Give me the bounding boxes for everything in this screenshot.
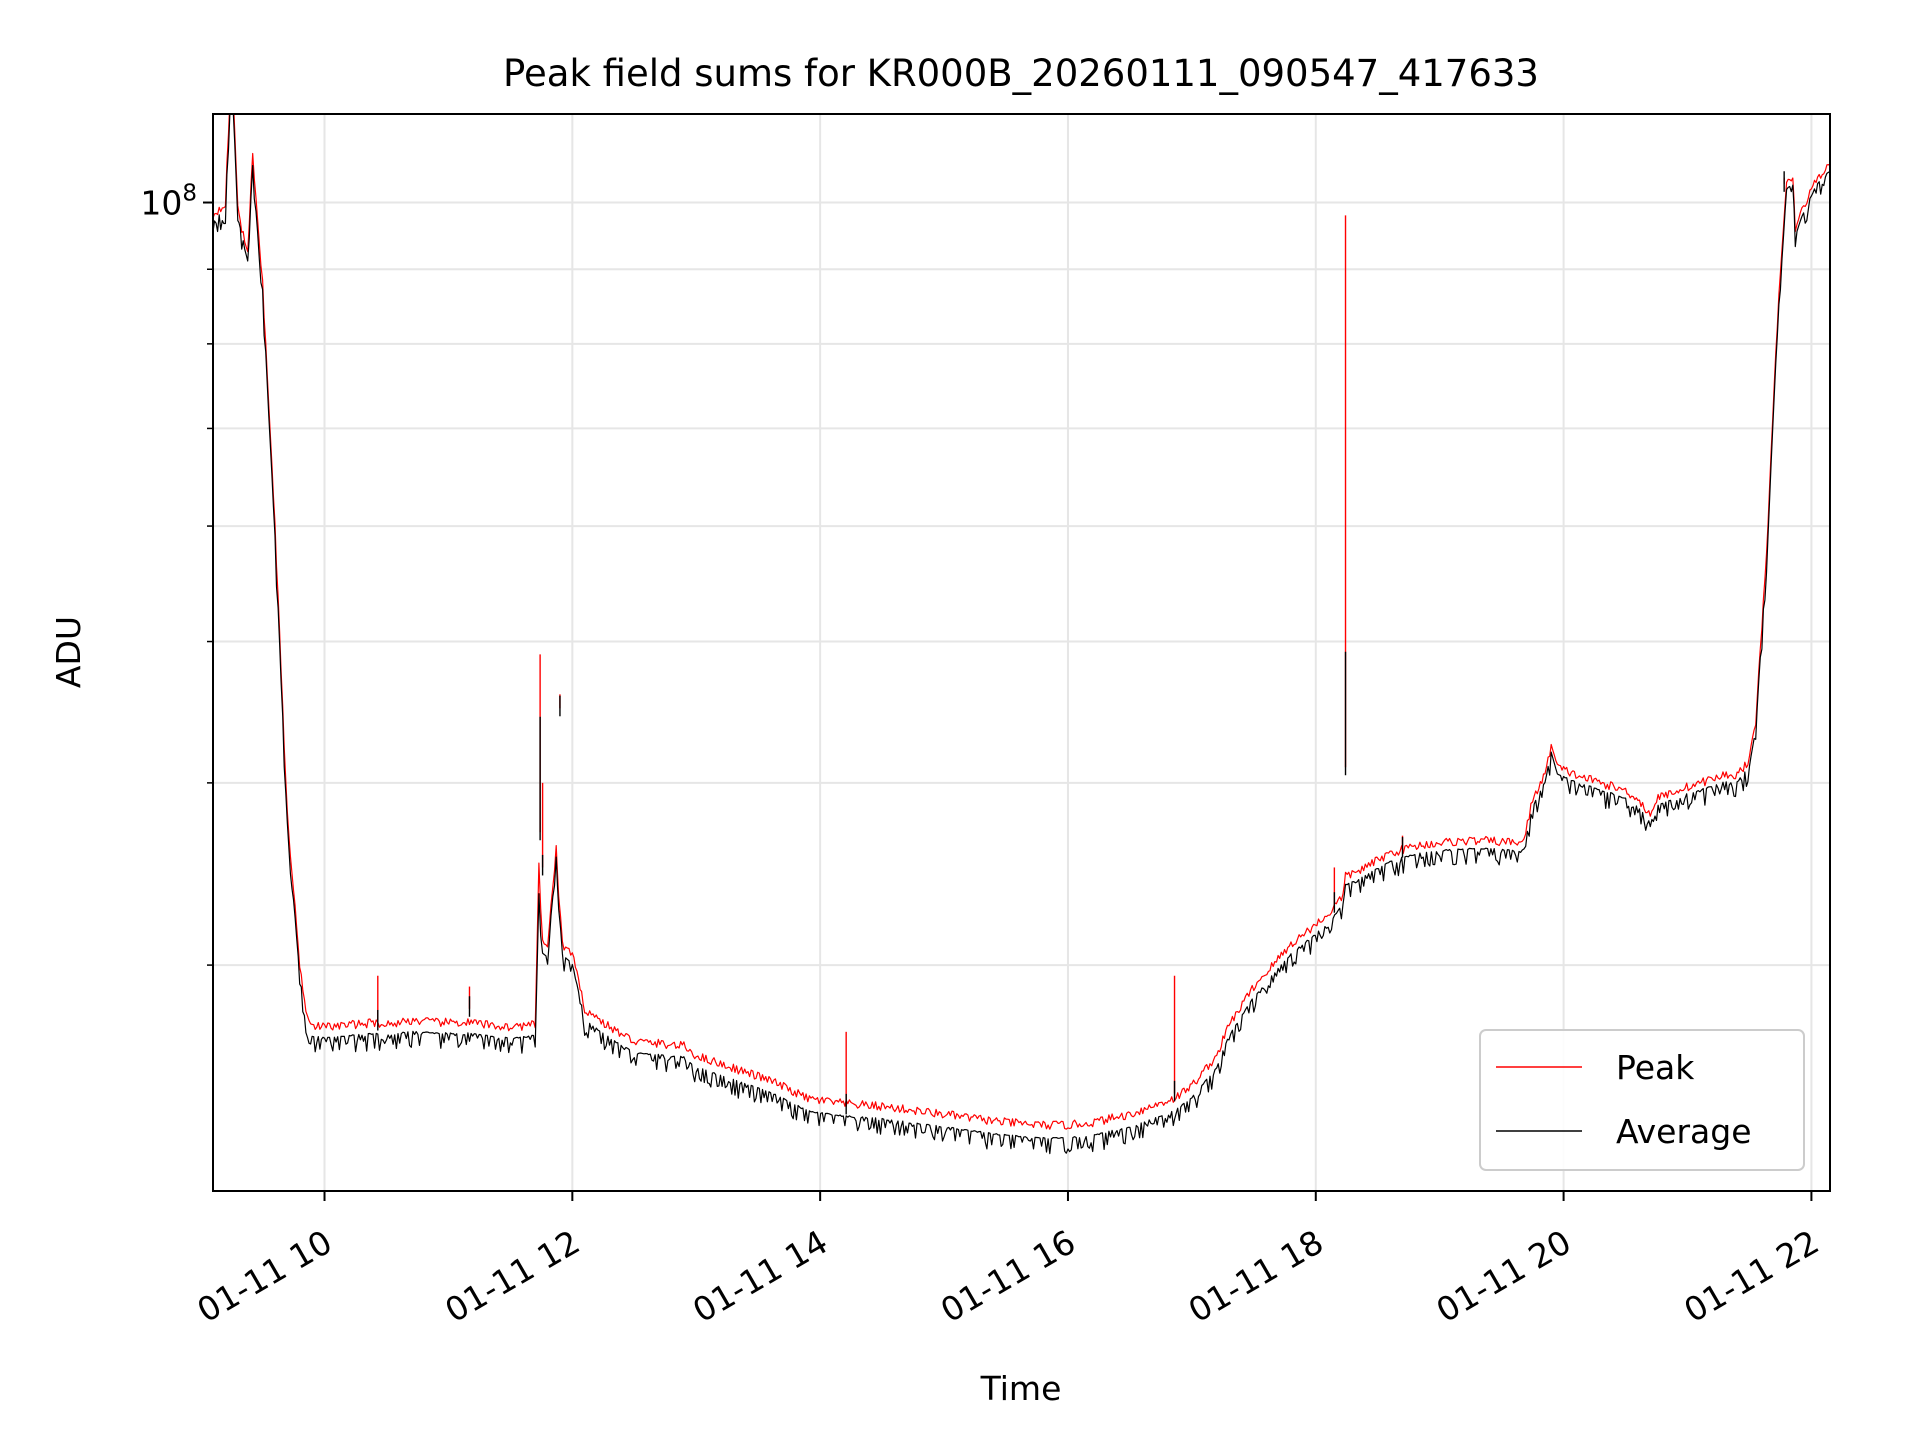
plot-frame [212, 113, 1831, 1192]
series-layer [213, 114, 1830, 1155]
legend-label-peak: Peak [1616, 1048, 1695, 1087]
legend-box [1479, 1029, 1805, 1171]
legend: Peak Average [1479, 1029, 1805, 1171]
legend-label-average: Average [1616, 1112, 1752, 1151]
x-axis-label: Time [980, 1369, 1062, 1408]
chart-title: Peak field sums for KR000B_20260111_0905… [503, 52, 1539, 95]
series-line-average [213, 114, 1830, 1155]
grid [213, 114, 1830, 1191]
y-axis-label: ADU [49, 616, 88, 688]
series-line-peak [213, 114, 1830, 1130]
